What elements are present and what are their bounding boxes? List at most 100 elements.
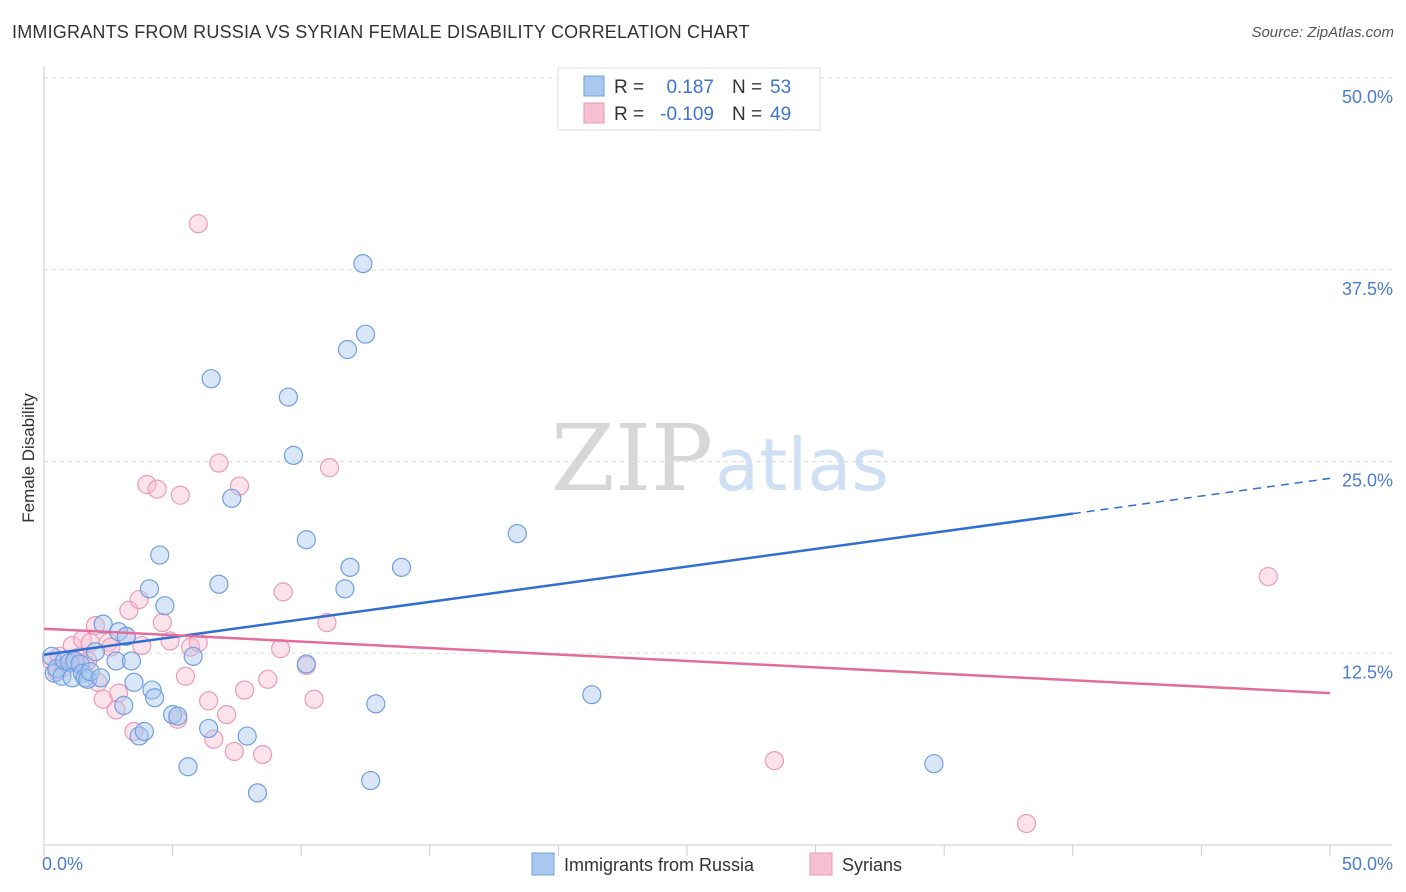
russia-point-25 [142,680,162,700]
legend-r-label-russia: R = [614,77,644,98]
axes [43,66,1392,856]
legend-r-value-russia: 0.187 [666,77,714,98]
grid-lines [44,77,1392,654]
chart-title: IMMIGRANTS FROM RUSSIA VS SYRIAN FEMALE … [12,22,750,42]
syrians-point-34 [209,453,229,473]
russia-point-49 [366,694,386,714]
trend-lines [43,477,1331,695]
russia-point-20 [121,651,142,671]
russia-point-7 [65,651,85,671]
russia-point-45 [340,557,360,577]
legend-n-label-syrians: N = [732,104,762,125]
russia-point-18 [114,695,134,716]
russia-point-27 [150,545,170,565]
russia-point-21 [124,672,144,692]
syrians-point-47 [764,751,785,771]
syrians-point-46 [319,458,340,478]
syrians-point-42 [271,639,291,659]
watermark: ZIP atlas [551,405,889,512]
watermark-atlas: atlas [715,423,889,507]
bottom-legend-label-russia: Immigrants from Russia [564,855,755,875]
syrians-point-33 [204,729,224,749]
russia-points [42,254,944,803]
legend-swatch-russia [583,75,605,97]
x-tick-min: 0.0% [42,854,83,874]
stats-legend: R = 0.187 N = 53 R = -0.109 N = 49 [557,67,821,131]
legend-r-label-syrians: R = [614,104,644,125]
legend-swatch-syrians [583,102,605,124]
russia-point-33 [199,718,219,739]
russia-point-47 [355,324,376,344]
russia-point-34 [201,369,221,389]
syrians-point-37 [229,476,250,496]
russia-point-16 [106,651,126,671]
y-tick-labels: 12.5% 25.0% 37.5% 50.0% [1342,87,1393,682]
russia-point-15 [93,614,113,634]
bottom-legend-label-syrians: Syrians [842,855,902,875]
russia-point-41 [296,530,316,550]
russia-point-28 [155,596,175,616]
syrians-point-35 [217,705,237,725]
legend-n-value-russia: 53 [770,77,791,98]
russia-point-13 [85,642,106,662]
russia-point-24 [139,579,160,599]
bottom-legend-swatch-russia [531,852,555,876]
syrians-point-38 [235,680,255,700]
russia-point-40 [283,445,304,465]
legend-n-label-russia: N = [732,77,762,98]
syrians-point-39 [253,744,273,765]
syrians-point-49 [1016,813,1037,834]
russia-point-48 [361,770,381,791]
syrians-point-45 [317,612,337,633]
russia-point-44 [337,339,358,360]
russia-point-0 [42,646,62,666]
syrians-point-24 [147,479,167,499]
y-tick-label-1: 25.0% [1342,471,1393,491]
syrians-point-40 [258,669,278,689]
syrians-point-50 [1258,566,1278,587]
russia-point-46 [353,254,373,274]
y-tick-label-3: 50.0% [1342,87,1393,107]
y-tick-label-2: 37.5% [1342,279,1393,299]
y-axis-label: Female Disability [19,393,38,523]
russia-point-32 [183,646,203,666]
russia-point-14 [90,668,111,688]
russia-point-43 [335,579,355,599]
syrians-point-44 [304,689,324,709]
russia-trend-line [43,512,1073,657]
syrians-point-36 [224,741,244,762]
russia-point-38 [247,783,268,803]
russia-point-36 [222,488,242,508]
russia-trend-extension [1072,477,1331,515]
x-tick-max: 50.0% [1342,854,1393,874]
russia-point-52 [582,685,602,705]
russia-point-12 [80,662,100,682]
syrians-point-32 [199,691,219,711]
russia-point-23 [134,721,154,742]
russia-point-37 [237,726,257,746]
syrians-point-25 [152,612,172,633]
legend-n-value-syrians: 49 [770,104,791,125]
syrians-point-41 [273,582,293,602]
syrians-point-48 [188,214,208,234]
syrians-points [42,214,1278,834]
russia-point-53 [924,754,944,774]
russia-point-51 [507,523,527,544]
syrians-trend-line [43,627,1331,695]
russia-point-35 [209,574,229,594]
russia-point-39 [278,387,298,407]
syrians-point-28 [170,485,190,505]
bottom-legend-swatch-syrians [809,852,833,876]
russia-point-31 [178,757,198,777]
syrians-point-23 [137,474,157,495]
russia-point-42 [296,654,316,674]
russia-point-26 [144,688,165,708]
russia-point-50 [391,557,412,577]
series-legend: Immigrants from Russia Syrians [531,852,902,876]
watermark-zip: ZIP [551,405,713,512]
legend-r-value-syrians: -0.109 [660,104,714,125]
syrians-point-29 [175,666,196,686]
source-credit: Source: ZipAtlas.com [1251,24,1394,41]
syrians-point-17 [108,683,129,703]
